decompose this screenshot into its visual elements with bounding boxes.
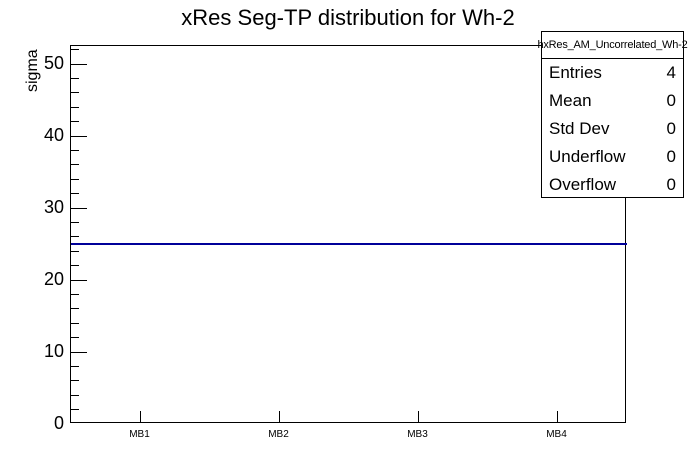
x-major-tick (140, 411, 141, 422)
y-major-tick (71, 351, 87, 353)
y-minor-tick (71, 394, 79, 396)
histogram-line (210, 243, 349, 245)
y-minor-tick (71, 193, 79, 195)
y-minor-tick (71, 221, 79, 223)
x-major-tick (279, 411, 280, 422)
stats-box-title: hxRes_AM_Uncorrelated_Wh-2 (537, 32, 688, 59)
stats-label: Entries (549, 63, 602, 82)
stats-label: Overflow (549, 175, 617, 194)
y-major-tick (71, 279, 87, 281)
y-minor-tick (71, 149, 79, 151)
y-minor-tick (71, 92, 79, 94)
stats-label: Underflow (549, 147, 626, 166)
stats-label: Mean (549, 91, 592, 110)
y-tick-label: 40 (43, 125, 64, 145)
y-minor-tick (71, 365, 79, 367)
stats-value: 0 (666, 119, 676, 138)
x-tick-label: MB1 (129, 429, 150, 440)
y-minor-tick (71, 380, 79, 382)
x-tick-label: MB4 (546, 429, 567, 440)
stats-row-overflow: Overflow 0 (542, 171, 683, 199)
stats-row-underflow: Underflow 0 (542, 143, 683, 171)
y-tick-label: 20 (43, 269, 64, 289)
x-major-tick (418, 411, 419, 422)
histogram-line (71, 243, 210, 245)
stats-row-stddev: Std Dev 0 (542, 115, 683, 143)
stats-row-mean: Mean 0 (542, 87, 683, 115)
histogram-line (488, 243, 627, 245)
y-minor-tick (71, 293, 79, 295)
stats-label: Std Dev (549, 119, 610, 138)
y-minor-tick (71, 77, 79, 79)
stats-value: 0 (666, 175, 676, 194)
y-minor-tick (71, 308, 79, 310)
y-minor-tick (71, 236, 79, 238)
chart-title: xRes Seg-TP distribution for Wh-2 (181, 5, 515, 30)
y-major-tick (71, 135, 87, 137)
stats-value: 0 (666, 91, 676, 110)
y-tick-label: 30 (43, 197, 64, 217)
y-minor-tick (71, 322, 79, 324)
x-tick-label: MB2 (268, 429, 289, 440)
y-tick-label: 0 (53, 413, 64, 433)
y-major-tick (71, 207, 87, 209)
y-minor-tick (71, 178, 79, 180)
plot-area (71, 46, 627, 422)
x-tick-label: MB3 (407, 429, 428, 440)
stats-value: 0 (666, 147, 676, 166)
plot-frame (70, 45, 627, 423)
y-minor-tick (71, 409, 79, 411)
histogram-line (349, 243, 488, 245)
y-minor-tick (71, 106, 79, 108)
y-minor-tick (71, 49, 79, 51)
y-minor-tick (71, 121, 79, 123)
stats-value: 4 (666, 63, 676, 82)
y-major-tick (71, 63, 87, 65)
x-major-tick (557, 411, 558, 422)
y-tick-label: 50 (43, 53, 64, 73)
stats-row-entries: Entries 4 (542, 59, 683, 87)
y-tick-label: 10 (43, 341, 64, 361)
stats-box: hxRes_AM_Uncorrelated_Wh-2 Entries 4 Mea… (537, 31, 688, 199)
y-minor-tick (71, 337, 79, 339)
y-minor-tick (71, 265, 79, 267)
y-minor-tick (71, 164, 79, 166)
y-minor-tick (71, 250, 79, 252)
